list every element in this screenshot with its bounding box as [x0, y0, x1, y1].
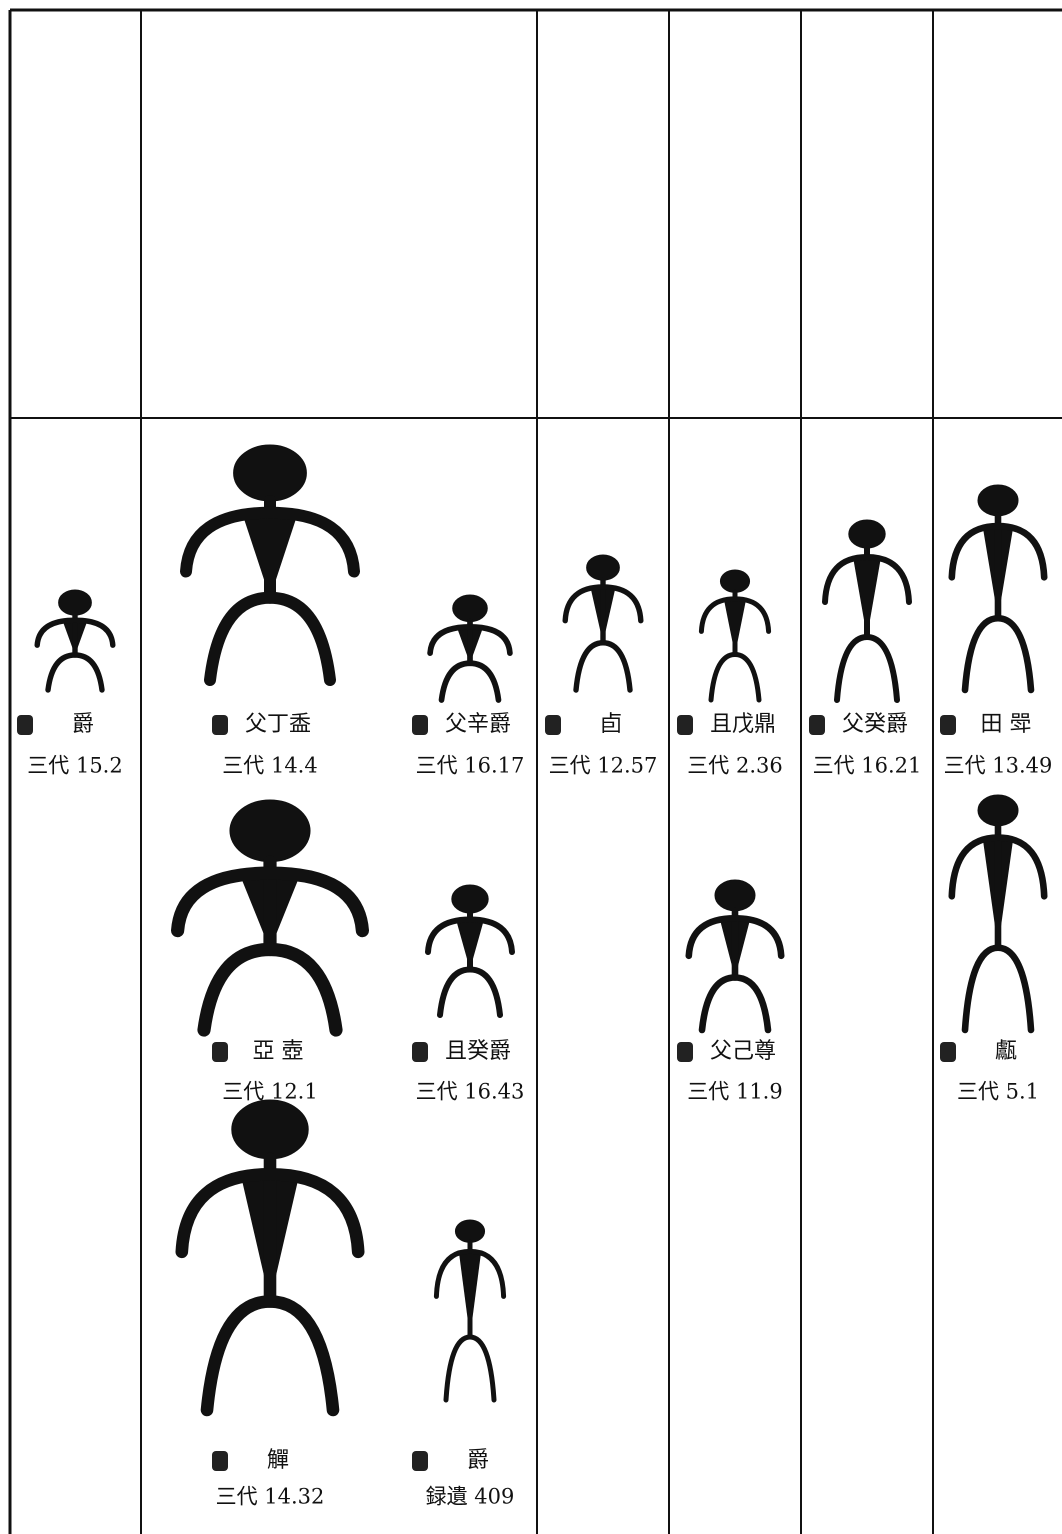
glyph-arms [171, 866, 369, 938]
caption-glyph [212, 715, 228, 735]
entry-name: 父己尊 [710, 1039, 776, 1064]
entry-name: 父辛爵 [445, 712, 511, 737]
glyph-legs [708, 651, 762, 703]
entry-source: 三代 16.43 [416, 1080, 525, 1104]
glyph-head [231, 1099, 309, 1160]
glyph-arms [822, 553, 912, 605]
entry-source: 三代 11.9 [687, 1080, 782, 1104]
entry-name: 甗 [995, 1039, 1017, 1064]
glyph-figure [171, 799, 369, 1037]
glyph-figure [34, 589, 116, 693]
glyph-arms [685, 914, 785, 960]
glyph-arms [34, 617, 116, 648]
glyph-figure [433, 1219, 507, 1403]
glyph-head [58, 589, 92, 616]
caption-glyph [677, 715, 693, 735]
glyph-figure [822, 519, 912, 703]
entry-source: 三代 16.17 [416, 754, 525, 778]
caption-glyph [677, 1042, 693, 1062]
table-grid [8, 8, 1062, 1534]
glyph-legs [443, 1334, 497, 1403]
glyph-head [229, 799, 311, 863]
glyph-legs [961, 614, 1035, 694]
glyph-figure [562, 554, 644, 693]
glyph-arms [175, 1167, 365, 1259]
glyph-legs [961, 944, 1035, 1034]
entry-source: 三代 2.36 [687, 754, 782, 778]
glyph-head [451, 884, 489, 914]
caption-glyph [412, 1042, 428, 1062]
entry-name: 爵 [467, 1448, 489, 1473]
glyph-arms [180, 506, 360, 578]
entry-source: 三代 16.21 [813, 754, 922, 778]
glyph-legs [573, 640, 633, 693]
glyph-head [452, 594, 488, 623]
glyph-figure [175, 1099, 365, 1417]
glyph-legs [45, 652, 105, 693]
glyph-head [233, 444, 307, 502]
entry-source: 三代 14.32 [216, 1485, 325, 1509]
glyph-legs [437, 966, 503, 1018]
caption-glyph [212, 1451, 228, 1471]
glyph-head [586, 554, 620, 581]
entry-name: 卣 [600, 712, 622, 737]
caption-glyph [940, 715, 956, 735]
caption-glyph [412, 1451, 428, 1471]
caption-glyph [412, 715, 428, 735]
glyph-figure [427, 594, 513, 703]
glyph-arms [433, 1248, 507, 1299]
glyph-figure [948, 794, 1048, 1034]
entry-source: 録遺 409 [426, 1485, 515, 1509]
entry-name: 觶 [267, 1448, 289, 1473]
entry-name: 亞 壺 [253, 1039, 304, 1064]
entry-source: 三代 13.49 [944, 754, 1053, 778]
entry-source: 三代 15.2 [27, 754, 122, 778]
glyph-arms [698, 596, 772, 634]
glyph-legs [200, 1295, 340, 1417]
glyph-head [719, 569, 751, 593]
caption-glyph [545, 715, 561, 735]
entry-name: 爵 [72, 712, 94, 737]
entry-name: 田 斝 [981, 712, 1032, 737]
glyph-arms [562, 584, 644, 624]
glyph-head [848, 519, 886, 549]
entry-source: 三代 12.57 [549, 754, 658, 778]
caption-glyph [212, 1042, 228, 1062]
glyph-legs [204, 591, 336, 686]
glyph-arms [948, 522, 1048, 581]
glyph-head [714, 879, 756, 912]
glyph-legs [698, 974, 772, 1034]
glyph-head [977, 484, 1019, 517]
glyph-figure [948, 484, 1048, 694]
glyph-legs [834, 633, 900, 703]
entry-name: 且戊鼎 [710, 712, 776, 737]
glyph-figure [180, 444, 360, 686]
entry-name: 父丁盉 [245, 712, 311, 737]
glyph-head [454, 1219, 486, 1243]
glyph-arms [425, 916, 515, 955]
entry-name: 父癸爵 [842, 712, 908, 737]
glyph-legs [197, 942, 343, 1037]
glyph-figure [425, 884, 515, 1018]
entry-name: 且癸爵 [445, 1039, 511, 1064]
glyph-arms [427, 623, 513, 656]
glyph-arms [948, 834, 1048, 900]
caption-glyph [17, 715, 33, 735]
caption-glyph [809, 715, 825, 735]
glyph-figure [685, 879, 785, 1034]
glyph-head [977, 794, 1019, 827]
entry-source: 三代 5.1 [957, 1080, 1039, 1104]
entry-source: 三代 14.4 [222, 754, 317, 778]
glyph-legs [438, 660, 502, 703]
caption-glyph [940, 1042, 956, 1062]
glyph-figure [698, 569, 772, 703]
